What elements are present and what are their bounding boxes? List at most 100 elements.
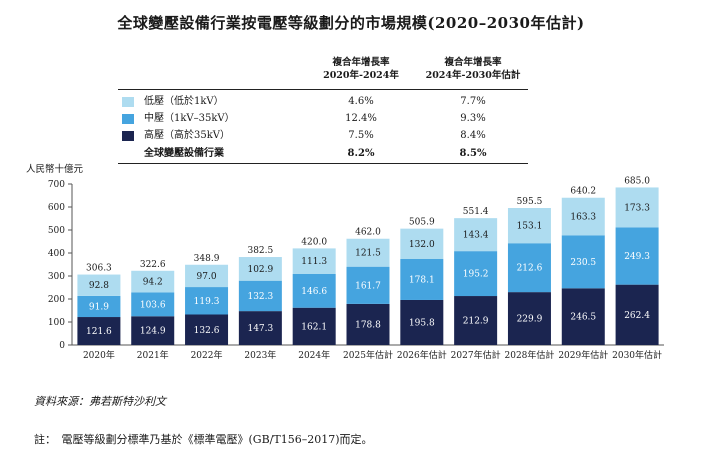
y-tick-label: 600	[48, 203, 65, 213]
legend-row-high-voltage: 高壓（高於35kV） 7.5% 8.4%	[118, 128, 528, 143]
x-tick-label: 2021年	[137, 349, 169, 361]
cagr-value: 7.7%	[460, 96, 486, 107]
legend-row-total: 全球變壓設備行業 8.2% 8.5%	[118, 146, 528, 161]
legend-label: 高壓（高於35kV）	[144, 130, 231, 141]
bar-value-label: 132.0	[409, 240, 435, 250]
bar-value-label: 178.1	[409, 275, 435, 285]
bar-value-label: 92.8	[89, 281, 109, 291]
bar-value-label: 94.2	[143, 278, 163, 288]
cagr-value: 7.5%	[348, 130, 374, 141]
bar-value-label: 246.5	[570, 313, 596, 323]
x-tick-label: 2023年	[244, 349, 276, 361]
x-tick-label: 2029年估計	[558, 349, 608, 361]
cagr-value: 8.4%	[460, 130, 486, 141]
bar-segment	[185, 264, 229, 288]
x-tick-label: 2024年	[298, 349, 330, 361]
cagr-header-line: 複合年增長率	[332, 57, 390, 68]
cagr-header-2024-2030: 複合年增長率 2024年-2030年估計	[418, 56, 528, 82]
total-label: 全球變壓設備行業	[144, 148, 224, 159]
source-text: 資料來源：弗若斯特沙利文	[34, 395, 166, 408]
cagr-header-line: 2024年-2030年估計	[425, 70, 521, 81]
y-tick-label: 100	[48, 318, 65, 328]
bar-segment	[615, 227, 659, 285]
bar-segment	[346, 303, 390, 345]
bar-segment	[292, 248, 336, 274]
bar-segment	[77, 317, 121, 345]
chart-title: 全球變壓設備行業按電壓等級劃分的市場規模(2020–2030年估計)	[117, 14, 585, 32]
bar-segment	[561, 288, 605, 345]
bar-value-label: 121.6	[86, 327, 112, 337]
bar-value-label: 249.3	[624, 252, 650, 262]
bar-value-label: 103.6	[140, 300, 166, 310]
y-tick-label: 0	[59, 341, 65, 351]
bar-segment	[238, 280, 282, 312]
bar-segment	[346, 238, 390, 267]
bar-segment	[400, 259, 444, 300]
bar-segment	[238, 257, 282, 281]
bar-value-label: 146.6	[301, 287, 327, 297]
bar-segment	[238, 311, 282, 345]
bar-segment	[400, 299, 444, 345]
bar-segment	[507, 292, 551, 345]
bar-segment	[507, 243, 551, 293]
bar-segment	[454, 251, 498, 297]
legend-label: 中壓（1kV–35kV）	[144, 113, 235, 124]
bar-value-label: 162.1	[301, 322, 327, 332]
bar-value-label: 132.3	[247, 292, 273, 302]
cagr-value: 8.2%	[347, 148, 375, 159]
bar-value-label: 212.9	[463, 317, 489, 327]
bar-segment	[561, 235, 605, 289]
y-tick-label: 300	[48, 272, 65, 282]
bar-value-label: 153.1	[517, 222, 543, 232]
bar-value-label: 178.8	[355, 320, 381, 330]
bar-segment	[131, 316, 175, 345]
cagr-header-line: 複合年增長率	[444, 57, 502, 68]
bar-total-label: 640.2	[570, 187, 596, 197]
y-tick-label: 400	[48, 249, 65, 259]
bar-segment	[77, 295, 121, 318]
bar-value-label: 119.3	[194, 297, 220, 307]
bar-segment	[131, 270, 175, 293]
y-tick-label: 500	[48, 226, 65, 236]
bar-total-label: 322.6	[140, 260, 166, 270]
bar-value-label: 229.9	[517, 315, 543, 325]
note-text: 註： 電壓等級劃分標準乃基於《標準電壓》(GB/T156–2017)而定。	[34, 433, 373, 446]
cagr-header-2020-2024: 複合年增長率 2020年-2024年	[306, 56, 416, 82]
cagr-header-line: 2020年-2024年	[323, 70, 399, 81]
bar-value-label: 121.5	[355, 249, 381, 259]
bar-total-label: 595.5	[517, 197, 543, 207]
bar-segment	[400, 228, 444, 260]
bar-segment	[615, 284, 659, 345]
x-tick-label: 2027年估計	[451, 349, 501, 361]
bar-total-label: 505.9	[409, 218, 435, 228]
bar-total-label: 685.0	[624, 176, 650, 186]
bar-total-label: 551.4	[463, 207, 489, 217]
cagr-value: 12.4%	[345, 113, 377, 124]
bar-segment	[131, 292, 175, 317]
legend-row-low-voltage: 低壓（低於1kV） 4.6% 7.7%	[118, 94, 528, 109]
y-tick-label: 700	[48, 180, 65, 190]
bar-total-label: 348.9	[194, 254, 220, 264]
cagr-value: 8.5%	[459, 148, 487, 159]
bar-value-label: 230.5	[570, 258, 596, 268]
bar-segment	[346, 266, 390, 304]
bar-value-label: 111.3	[301, 257, 327, 267]
bar-value-label: 212.6	[517, 264, 543, 274]
bar-segment	[185, 287, 229, 315]
legend-swatch-medium	[122, 114, 134, 124]
bar-value-label: 195.8	[409, 318, 435, 328]
bar-value-label: 132.6	[194, 326, 220, 336]
x-tick-label: 2030年估計	[612, 349, 662, 361]
bar-segment	[292, 307, 336, 345]
bar-value-label: 143.4	[463, 231, 489, 241]
cagr-value: 4.6%	[348, 96, 374, 107]
legend-swatch-high	[122, 131, 134, 141]
bar-value-label: 262.4	[624, 311, 650, 321]
bar-segment	[454, 218, 498, 252]
bar-value-label: 102.9	[247, 265, 273, 275]
x-tick-label: 2028年估計	[505, 349, 555, 361]
cagr-value: 9.3%	[460, 113, 486, 124]
bar-total-label: 420.0	[301, 237, 327, 247]
bar-segment	[292, 273, 336, 308]
